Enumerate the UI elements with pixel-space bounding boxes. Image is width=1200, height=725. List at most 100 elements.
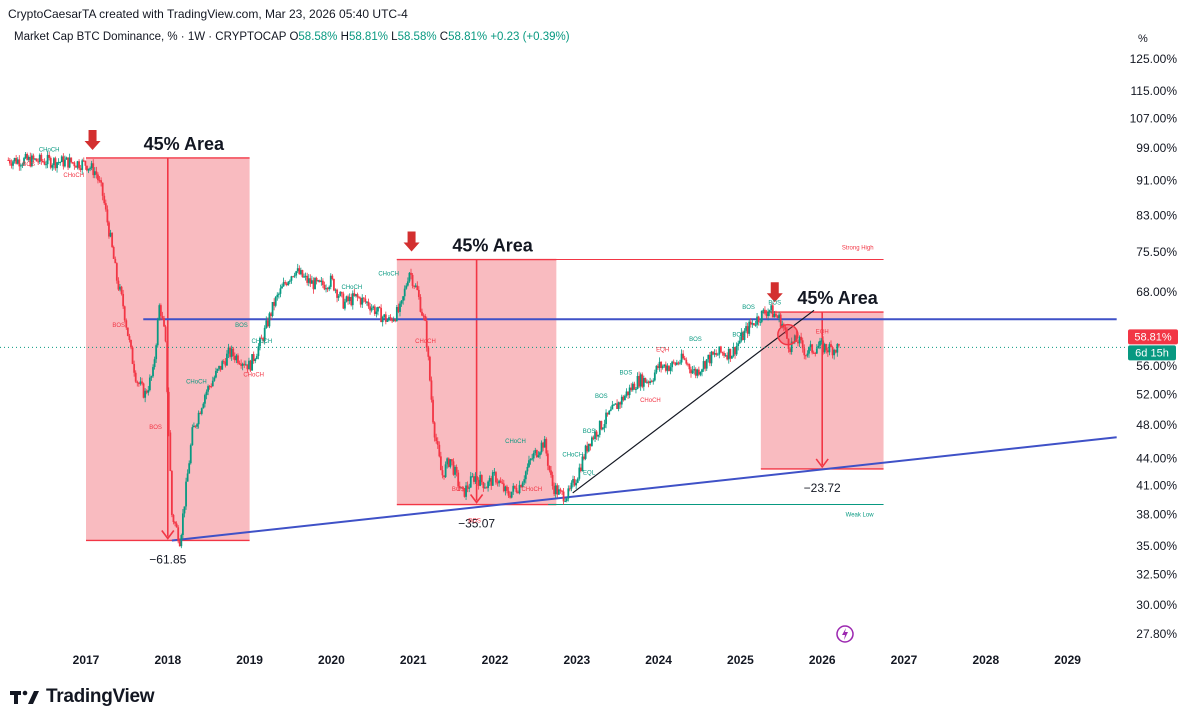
candle-body (156, 320, 159, 346)
candle-body (68, 157, 71, 168)
bar-countdown-badge[interactable] (1128, 345, 1176, 361)
candle-body (299, 270, 302, 275)
candle-body (742, 332, 744, 341)
candle-body (734, 347, 736, 355)
candle-body (686, 363, 689, 365)
candle-body (591, 437, 593, 446)
candle-body (779, 314, 782, 327)
candle-body (806, 353, 809, 356)
time-axis-label: 2019 (236, 653, 263, 667)
candle-body (507, 490, 510, 496)
candle-body (435, 437, 438, 442)
candle-body (504, 486, 507, 492)
candle-body (776, 315, 779, 319)
candle-body (627, 391, 629, 396)
candle-body (15, 158, 18, 164)
symbol-legend[interactable]: Market Cap BTC Dominance, % · 1W · CRYPT… (14, 31, 570, 43)
candle-body (229, 347, 231, 357)
candle-body (207, 386, 209, 392)
candle-body (646, 381, 648, 383)
candle-body (554, 485, 557, 495)
lightning-icon[interactable] (836, 625, 854, 643)
candle-body (130, 339, 132, 348)
candle-body (119, 286, 121, 290)
chart-credit: CryptoCaesarTA created with TradingView.… (8, 7, 408, 21)
candle-body (410, 272, 412, 275)
candle-body (614, 403, 617, 405)
candle-body (323, 284, 326, 290)
candle-body (271, 301, 274, 316)
candle-body (334, 289, 337, 291)
price-tick-label: 32.50% (1136, 567, 1177, 581)
candle-body (814, 353, 817, 355)
current-price-badge[interactable] (1128, 329, 1178, 345)
candle-body (403, 288, 406, 297)
candle-body (542, 442, 545, 448)
candle-body (679, 362, 681, 364)
candle-body (237, 355, 239, 363)
candle-body (38, 154, 41, 162)
candle-body (413, 285, 416, 287)
candle-body (252, 354, 255, 362)
tradingview-wordmark: TradingView (46, 686, 155, 707)
candle-body (803, 348, 806, 356)
candle-body (546, 453, 549, 466)
candle-body (306, 275, 309, 283)
candle-body (331, 275, 334, 279)
candle-body (638, 375, 640, 387)
candle-body (408, 272, 411, 282)
candle-body (281, 286, 283, 289)
candle-body (433, 422, 436, 438)
candle-body (170, 470, 173, 515)
candle-body (329, 275, 332, 287)
candle-body (318, 280, 321, 283)
candle-body (333, 278, 335, 291)
candle-body (101, 182, 104, 196)
time-axis-label: 2018 (154, 653, 181, 667)
candle-body (284, 282, 287, 284)
candle-body (699, 372, 702, 375)
candle-body (655, 365, 658, 373)
candle-body (520, 485, 523, 488)
candle-body (384, 314, 387, 322)
area-label: 45% Area (797, 288, 878, 308)
candle-body (476, 476, 478, 480)
candle-body (185, 481, 187, 507)
candle-body (93, 171, 96, 176)
candle-body (510, 491, 513, 498)
candle-body (244, 364, 247, 366)
candle-body (452, 461, 455, 475)
candle-body (798, 336, 801, 344)
candle-body (528, 460, 530, 467)
structure-label: CHoCH (39, 147, 60, 153)
candle-body (723, 352, 725, 356)
candle-body (32, 155, 35, 160)
candle-body (797, 341, 799, 344)
candle-body (7, 159, 10, 161)
candle-body (351, 293, 354, 306)
tradingview-logo[interactable]: TradingView (10, 686, 155, 708)
candle-body (350, 296, 353, 306)
candle-body (822, 340, 825, 353)
candle-body (498, 480, 500, 484)
candle-body (589, 443, 592, 446)
candle-body (386, 320, 389, 322)
candle-body (78, 161, 80, 169)
candle-body (789, 348, 792, 353)
candle-body (718, 346, 721, 355)
candle-body (265, 320, 268, 328)
structure-label: EQH (816, 329, 829, 335)
candle-body (666, 365, 669, 371)
candle-body (682, 353, 685, 359)
candle-body (635, 388, 637, 390)
candle-body (630, 387, 633, 391)
change-value: +0.23 (+0.39%) (490, 31, 570, 43)
candle-body (142, 383, 145, 398)
candle-body (111, 232, 114, 247)
price-tick-label: 44.00% (1136, 451, 1177, 465)
candle-body (215, 370, 217, 378)
candle-body (19, 165, 22, 167)
drop-label: −23.72 (804, 481, 841, 495)
structure-label: CHoCH (186, 380, 207, 386)
